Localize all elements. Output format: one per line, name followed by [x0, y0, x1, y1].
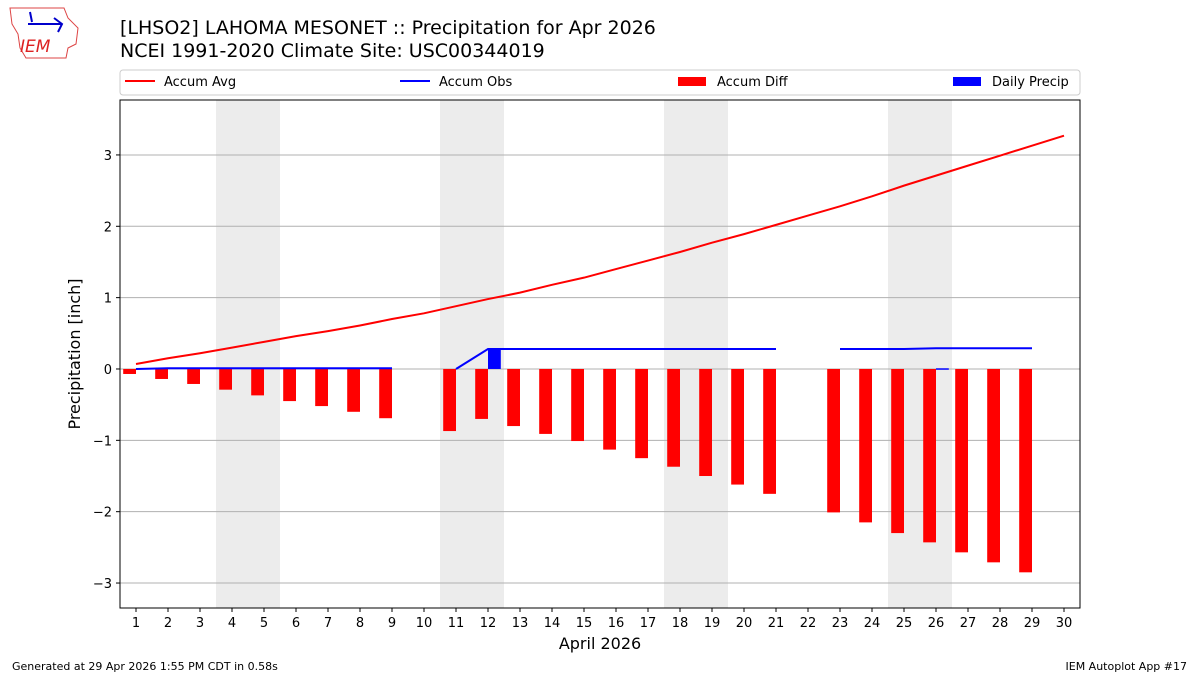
bar-accum-diff — [827, 368, 840, 513]
bar-accum-diff — [123, 368, 136, 374]
x-tick-label: 23 — [832, 616, 849, 631]
y-axis-label: Precipitation [inch] — [65, 278, 84, 429]
weekend-shade — [216, 100, 280, 608]
y-tick-label: 3 — [104, 149, 112, 164]
footer-app: IEM Autoplot App #17 — [1065, 660, 1188, 673]
x-tick-label: 7 — [324, 616, 332, 631]
x-tick-label: 29 — [1024, 616, 1041, 631]
x-tick-label: 1 — [132, 616, 140, 631]
x-axis-label: April 2026 — [559, 634, 641, 653]
bar-daily-precip — [936, 368, 949, 370]
x-tick-label: 12 — [480, 616, 497, 631]
bar-accum-diff — [379, 368, 392, 419]
line-accum-obs — [135, 347, 1032, 370]
legend-swatch — [953, 77, 981, 86]
x-tick-label: 27 — [960, 616, 977, 631]
bar-accum-diff — [603, 368, 616, 450]
bar-accum-diff — [923, 368, 936, 543]
legend-label: Accum Diff — [717, 75, 789, 90]
x-tick-label: 5 — [260, 616, 268, 631]
bar-accum-diff — [507, 368, 520, 427]
x-tick-label: 26 — [928, 616, 945, 631]
legend — [119, 69, 1081, 96]
x-tick-label: 6 — [292, 616, 300, 631]
x-tick-label: 30 — [1056, 616, 1073, 631]
chart-title: [LHSO2] LAHOMA MESONET :: Precipitation … — [120, 17, 656, 39]
bar-accum-diff — [187, 368, 200, 384]
x-tick-label: 16 — [608, 616, 625, 631]
bar-accum-diff — [635, 368, 648, 459]
bar-accum-diff — [667, 368, 680, 467]
bar-accum-diff — [539, 368, 552, 434]
legend-label: Accum Avg — [164, 75, 236, 90]
bar-accum-diff — [251, 368, 264, 396]
chart-subtitle: NCEI 1991-2020 Climate Site: USC00344019 — [120, 40, 545, 62]
x-tick-label: 11 — [448, 616, 465, 631]
y-tick-label: −2 — [93, 506, 112, 521]
bar-accum-diff — [731, 368, 744, 485]
x-tick-label: 19 — [704, 616, 721, 631]
x-tick-label: 17 — [640, 616, 657, 631]
x-tick-label: 15 — [576, 616, 593, 631]
bar-accum-diff — [699, 368, 712, 477]
y-tick-label: 0 — [104, 363, 112, 378]
bar-accum-diff — [283, 368, 296, 402]
bar-accum-diff — [859, 368, 872, 523]
x-tick-label: 24 — [864, 616, 881, 631]
bar-accum-diff — [571, 368, 584, 442]
bar-accum-diff — [763, 368, 776, 494]
x-tick-label: 9 — [388, 616, 396, 631]
x-tick-label: 18 — [672, 616, 689, 631]
bar-accum-diff — [155, 368, 168, 379]
footer-generated: Generated at 29 Apr 2026 1:55 PM CDT in … — [12, 660, 278, 673]
bar-accum-diff — [475, 368, 488, 419]
x-tick-label: 14 — [544, 616, 561, 631]
legend-label: Accum Obs — [439, 75, 512, 90]
x-tick-label: 28 — [992, 616, 1009, 631]
y-tick-label: −3 — [93, 577, 112, 592]
bar-accum-diff — [987, 368, 1000, 563]
x-tick-label: 22 — [800, 616, 817, 631]
y-tick-label: 1 — [104, 292, 112, 307]
bar-accum-diff — [443, 368, 456, 432]
bar-accum-diff — [891, 368, 904, 534]
y-tick-label: 2 — [104, 220, 112, 235]
bar-accum-diff — [315, 368, 328, 407]
bar-accum-diff — [955, 368, 968, 553]
x-tick-label: 10 — [416, 616, 433, 631]
bar-accum-diff — [219, 368, 232, 390]
x-tick-label: 21 — [768, 616, 785, 631]
x-tick-label: 8 — [356, 616, 364, 631]
weekend-shade — [664, 100, 728, 608]
x-tick-label: 3 — [196, 616, 204, 631]
legend-swatch — [678, 77, 706, 86]
x-tick-label: 13 — [512, 616, 529, 631]
iem-logo: IEM — [9, 7, 79, 59]
svg-text:IEM: IEM — [20, 37, 51, 57]
bar-accum-diff — [347, 368, 360, 412]
legend-label: Daily Precip — [992, 75, 1069, 90]
bar-daily-precip — [488, 349, 501, 369]
plot-frame — [119, 99, 1081, 609]
x-tick-label: 4 — [228, 616, 236, 631]
y-tick-label: −1 — [93, 434, 112, 449]
bar-accum-diff — [1019, 368, 1032, 573]
x-tick-label: 20 — [736, 616, 753, 631]
x-tick-label: 25 — [896, 616, 913, 631]
x-tick-label: 2 — [164, 616, 172, 631]
line-accum-avg — [135, 134, 1065, 365]
